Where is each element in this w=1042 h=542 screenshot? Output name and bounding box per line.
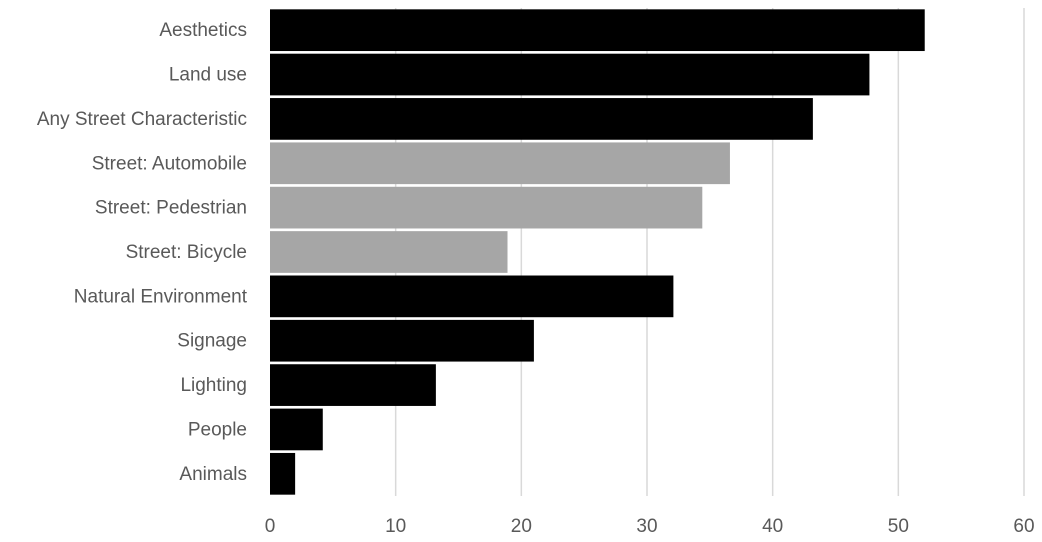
category-label: Natural Environment <box>74 286 248 307</box>
category-label: Animals <box>179 464 247 485</box>
bars <box>270 9 925 495</box>
category-label: Aesthetics <box>159 20 247 41</box>
bar-land-use <box>270 53 870 96</box>
bar-people <box>270 408 323 451</box>
x-tick-label: 30 <box>636 516 657 537</box>
category-label: Lighting <box>180 375 247 396</box>
bar-street-automobile <box>270 142 730 185</box>
bar-street-pedestrian <box>270 186 703 229</box>
bar-signage <box>270 319 534 362</box>
bar-natural-environment <box>270 275 674 318</box>
x-tick-label: 0 <box>265 516 276 537</box>
x-tick-label: 10 <box>385 516 406 537</box>
category-label: People <box>188 419 247 440</box>
x-tick-label: 40 <box>762 516 783 537</box>
category-label: Land use <box>169 65 247 86</box>
x-tick-label: 60 <box>1013 516 1034 537</box>
category-label: Any Street Characteristic <box>37 109 247 130</box>
bar-any-street-characteristic <box>270 98 813 140</box>
category-labels: Aesthetics Land use Any Street Characteris… <box>37 20 248 485</box>
category-label: Street: Pedestrian <box>95 198 247 219</box>
bar-animals <box>270 452 296 495</box>
x-tick-label: 20 <box>511 516 532 537</box>
x-axis-tick-labels: 0 10 20 30 40 50 60 <box>265 516 1035 537</box>
category-label: Signage <box>177 331 247 352</box>
category-label: Street: Automobile <box>92 153 247 174</box>
x-tick-label: 50 <box>888 516 909 537</box>
category-label: Street: Bicycle <box>126 242 247 263</box>
bar-aesthetics <box>270 9 925 52</box>
bar-street-bicycle <box>270 231 508 273</box>
bar-lighting <box>270 364 436 406</box>
